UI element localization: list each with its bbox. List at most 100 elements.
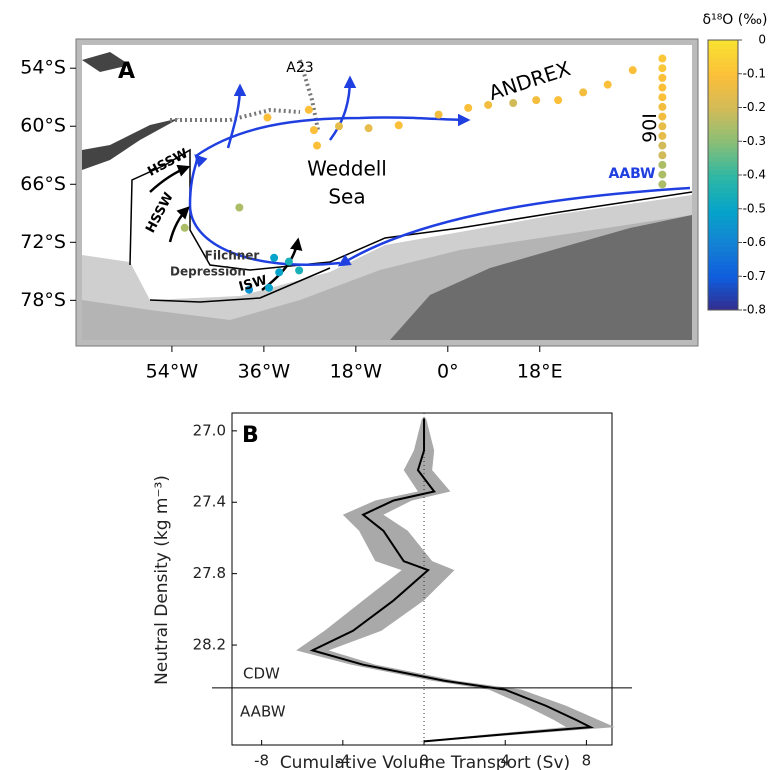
sample-point xyxy=(245,285,254,294)
colorbar-tick-label: -0.2 xyxy=(743,100,766,114)
colorbar-cell xyxy=(708,134,738,140)
colorbar-cell xyxy=(708,278,738,284)
x-tick-label: 36°W xyxy=(238,361,291,383)
y-tick-label: 27.8 xyxy=(193,564,226,582)
y-tick-label: 72°S xyxy=(20,231,66,253)
land-high xyxy=(390,215,692,340)
x-tick-label: 8 xyxy=(582,752,592,770)
colorbar-cell xyxy=(708,238,738,243)
y-tick-label: 27.4 xyxy=(193,493,226,511)
sample-point xyxy=(658,112,667,121)
colorbar-cell xyxy=(708,188,738,194)
colorbar-cell xyxy=(708,242,738,248)
colorbar-cell xyxy=(708,125,738,131)
y-tick-label: 27.0 xyxy=(193,421,226,439)
arrows xyxy=(149,75,691,291)
y-tick-label: 54°S xyxy=(20,57,66,79)
colorbar-cell xyxy=(708,269,738,275)
map-annotation: Sea xyxy=(328,185,365,209)
colorbar-tick-label: -0.3 xyxy=(743,134,766,148)
colorbar-cell xyxy=(708,206,738,212)
panel-label: A xyxy=(118,59,135,84)
sample-point xyxy=(235,203,244,212)
sample-point xyxy=(394,121,403,130)
colorbar-cell xyxy=(708,287,738,293)
annotation: AABW xyxy=(240,702,286,720)
colorbar-cell xyxy=(708,175,738,180)
colorbar-cell xyxy=(708,166,738,171)
colorbar-cell xyxy=(708,53,738,59)
sample-point xyxy=(270,253,279,262)
colorbar-cell xyxy=(708,143,738,149)
x-tick-label: 4 xyxy=(500,752,510,770)
x-tick-label: -8 xyxy=(254,752,269,770)
sample-point xyxy=(264,283,273,292)
colorbar-tick-label: -0.1 xyxy=(743,66,766,80)
y-tick-label: 78°S xyxy=(20,289,66,311)
sample-point xyxy=(658,141,667,150)
colorbar-cell xyxy=(708,301,738,306)
uncertainty-band xyxy=(296,418,615,742)
colorbar-cell xyxy=(708,67,738,72)
colorbar-cell xyxy=(708,197,738,203)
colorbar-cell xyxy=(708,247,738,252)
x-tick-label: 54°W xyxy=(146,361,199,383)
colorbar-cell xyxy=(708,98,738,104)
transport-line xyxy=(309,418,595,743)
colorbar-cell xyxy=(708,260,738,266)
map-annotation: A23 xyxy=(286,60,313,76)
colorbar-cell xyxy=(708,121,738,126)
colorbar-cell xyxy=(708,179,738,185)
map-annotation: Weddell xyxy=(307,157,387,181)
colorbar-cell xyxy=(708,274,738,279)
colorbar-cell xyxy=(708,305,738,311)
sample-point xyxy=(658,170,667,179)
x-tick-label: 0° xyxy=(437,361,459,383)
colorbar-cell xyxy=(708,193,738,198)
colorbar-cell xyxy=(708,184,738,189)
map-annotation: ISW xyxy=(237,273,268,295)
land xyxy=(82,52,692,340)
y-tick-label: 60°S xyxy=(20,115,66,137)
colorbar-cell xyxy=(708,76,738,81)
y-tick-label: 28.2 xyxy=(193,636,226,654)
sample-point xyxy=(309,126,318,135)
sample-point xyxy=(658,83,667,92)
ship-track xyxy=(170,59,320,131)
sample-point xyxy=(434,110,443,119)
colorbar-cell xyxy=(708,296,738,302)
colorbar-cell xyxy=(708,229,738,234)
coastline xyxy=(129,148,692,271)
colorbar-cell xyxy=(708,80,738,86)
sample-point xyxy=(484,100,493,109)
annotation: CDW xyxy=(243,664,280,682)
colorbar-tick-label: -0.7 xyxy=(743,269,766,283)
sample-point xyxy=(658,102,667,111)
chart-b: B Cumulative Volume Transport (Sv) Neutr… xyxy=(152,412,613,770)
colorbar-cell xyxy=(708,233,738,239)
colorbar-cell xyxy=(708,94,738,99)
colorbar-tick-label: -0.8 xyxy=(743,303,766,317)
colorbar-cell xyxy=(708,148,738,153)
sample-point xyxy=(263,113,272,122)
colorbar-cell xyxy=(708,157,738,162)
colorbar-cell xyxy=(708,130,738,135)
colorbar-cell xyxy=(708,256,738,261)
sample-point xyxy=(364,124,373,133)
sample-point xyxy=(304,105,313,114)
island xyxy=(82,52,130,72)
colorbar-tick-label: -0.4 xyxy=(743,168,766,182)
colorbar-cell xyxy=(708,292,738,297)
sample-point xyxy=(658,54,667,63)
sample-point xyxy=(509,99,518,108)
colorbar-cell xyxy=(708,224,738,230)
colorbar-tick-label: 0 xyxy=(758,33,766,47)
colorbar-cell xyxy=(708,211,738,216)
sample-point xyxy=(180,223,189,232)
map-annotation: Filchner xyxy=(205,249,260,263)
plot-frame xyxy=(231,412,613,746)
map-panel: A xyxy=(75,38,699,347)
colorbar-tick-label: -0.6 xyxy=(743,235,766,249)
map-annotation: Depression xyxy=(170,265,246,279)
